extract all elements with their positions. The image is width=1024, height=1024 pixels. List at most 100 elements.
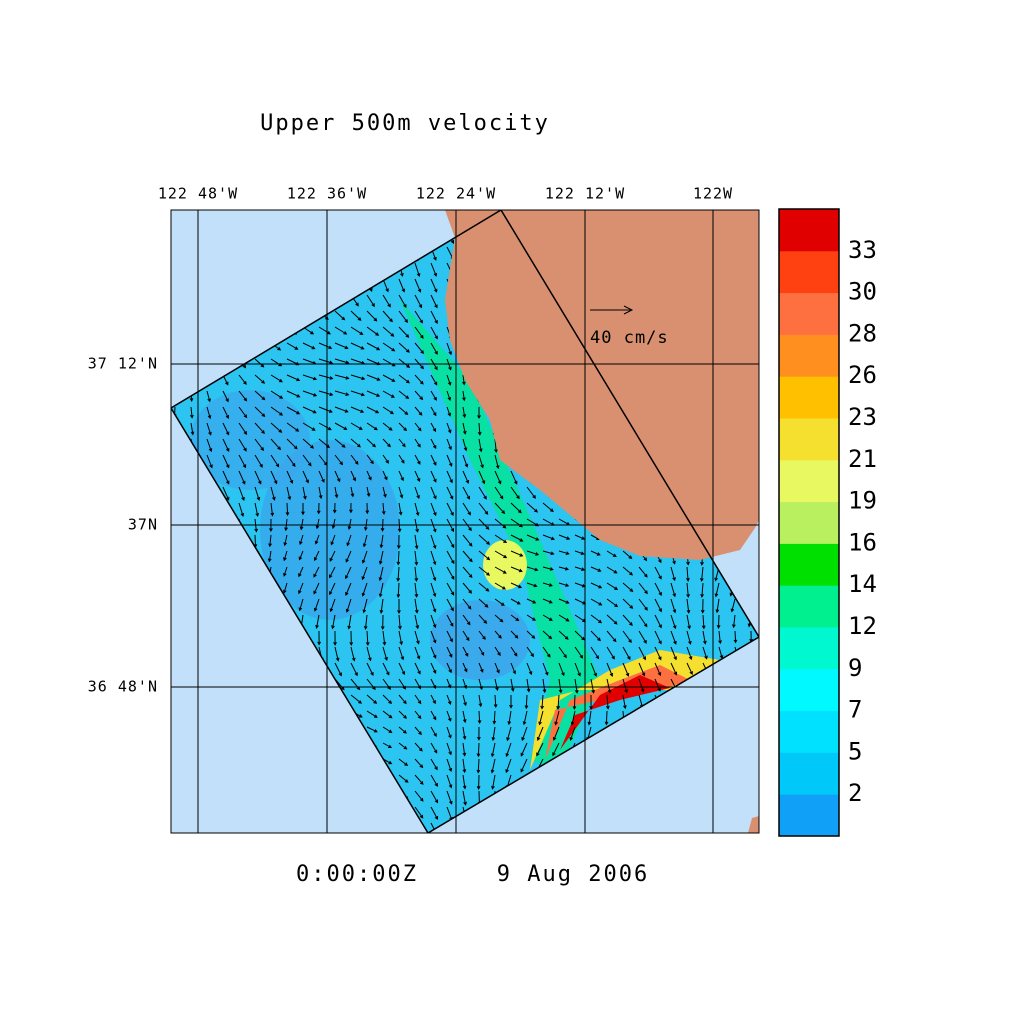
vector — [446, 342, 452, 356]
vector — [318, 470, 325, 483]
vector — [492, 710, 497, 725]
vector — [382, 454, 389, 464]
vector — [334, 422, 348, 430]
vector — [382, 726, 393, 733]
vector — [462, 790, 467, 806]
vector — [606, 646, 615, 660]
vector — [334, 326, 348, 335]
velocity-field — [171, 210, 759, 833]
vector — [622, 678, 628, 694]
vector — [302, 390, 318, 397]
vector — [494, 486, 504, 500]
land — [748, 816, 759, 833]
vector — [542, 582, 553, 587]
vector — [478, 534, 491, 545]
vector — [558, 566, 570, 571]
vector — [510, 662, 516, 675]
vector — [509, 695, 513, 709]
vector — [462, 598, 472, 610]
vector — [478, 662, 484, 673]
vector — [430, 326, 438, 340]
vector — [430, 662, 437, 674]
vector — [506, 726, 512, 742]
vector — [494, 566, 507, 574]
vector — [329, 582, 336, 596]
vector — [222, 470, 230, 485]
vector — [606, 582, 619, 590]
vector — [254, 406, 266, 418]
vector — [318, 406, 333, 413]
vector — [494, 534, 508, 544]
vector — [331, 518, 336, 530]
vector — [414, 534, 419, 550]
vector — [730, 598, 736, 613]
vector — [206, 406, 212, 420]
vector — [382, 294, 391, 308]
vector — [286, 374, 301, 382]
vector — [638, 646, 646, 661]
vector — [206, 422, 212, 436]
vector — [285, 502, 290, 517]
vector — [302, 342, 316, 350]
vector — [490, 758, 496, 774]
scale-label: 40 cm/s — [590, 328, 669, 348]
vector — [414, 614, 420, 630]
vector — [430, 710, 437, 721]
vector — [702, 646, 708, 660]
colorbar-band — [779, 334, 839, 377]
vector — [686, 598, 691, 614]
vector — [477, 407, 481, 420]
colorbar-label: 14 — [848, 570, 877, 598]
vector — [270, 438, 282, 451]
vector — [254, 470, 262, 485]
vector — [574, 646, 584, 659]
vector — [414, 486, 420, 500]
vector — [398, 470, 404, 482]
colorbar-band — [779, 250, 839, 294]
vector — [510, 598, 521, 605]
vector — [414, 806, 424, 819]
vector — [574, 550, 585, 555]
vector — [590, 678, 595, 694]
vector — [414, 406, 423, 416]
vector — [350, 374, 366, 381]
colorbar-band — [779, 710, 839, 753]
vector — [570, 710, 576, 726]
vector — [398, 374, 410, 384]
vector — [382, 310, 393, 323]
vector — [622, 550, 633, 560]
vector — [270, 502, 275, 517]
vector — [270, 422, 283, 433]
vector — [334, 342, 349, 350]
vector — [638, 630, 647, 644]
vector — [520, 742, 528, 757]
vector — [430, 566, 437, 582]
vector — [313, 566, 320, 578]
vector — [446, 374, 452, 386]
vector — [382, 470, 388, 481]
vector — [414, 710, 422, 720]
vector — [587, 710, 592, 726]
vector — [462, 454, 469, 468]
vector — [238, 486, 245, 501]
vector — [494, 470, 502, 485]
vector — [446, 630, 453, 643]
vector — [366, 454, 374, 465]
colorbar-label: 9 — [848, 654, 862, 682]
vector — [398, 422, 408, 432]
vector — [542, 614, 553, 621]
vector — [396, 550, 401, 566]
vector — [366, 694, 378, 704]
vector — [350, 486, 355, 498]
vector — [552, 726, 560, 741]
vector — [302, 374, 318, 381]
vector — [315, 518, 320, 530]
vector — [254, 486, 261, 502]
vector — [654, 614, 662, 629]
vector — [622, 646, 631, 661]
vector — [350, 422, 363, 430]
land — [445, 210, 759, 560]
vector — [301, 503, 305, 516]
vector — [510, 502, 522, 514]
vector — [446, 486, 454, 500]
